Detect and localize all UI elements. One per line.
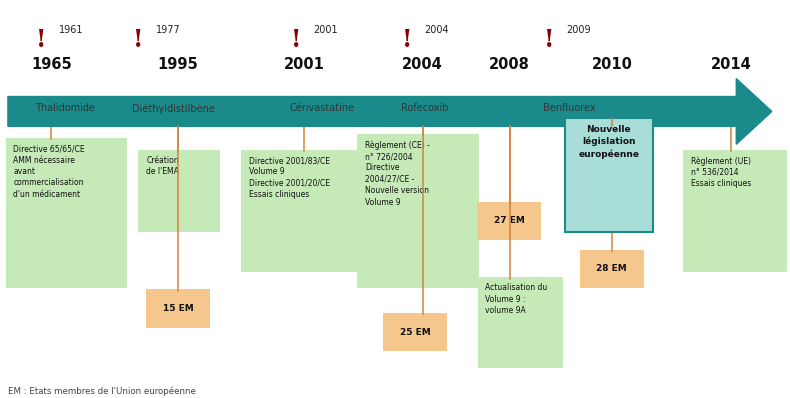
- Text: Rofecoxib: Rofecoxib: [401, 103, 448, 113]
- Text: 2008: 2008: [489, 57, 530, 72]
- FancyBboxPatch shape: [383, 313, 447, 351]
- Text: Directive 2001/83/CE
Volume 9
Directive 2001/20/CE
Essais cliniques: Directive 2001/83/CE Volume 9 Directive …: [249, 156, 330, 199]
- Text: 1961: 1961: [58, 25, 83, 35]
- FancyArrow shape: [8, 79, 772, 144]
- Text: Cérivastatine: Cérivastatine: [290, 103, 355, 113]
- Text: 1977: 1977: [156, 25, 180, 35]
- FancyBboxPatch shape: [477, 202, 541, 240]
- Text: !: !: [133, 28, 144, 52]
- Text: Règlement (CE) -
n° 726/2004
Directive
2004/27/CE -
Nouvelle version
Volume 9: Règlement (CE) - n° 726/2004 Directive 2…: [365, 140, 430, 207]
- FancyBboxPatch shape: [6, 138, 127, 288]
- FancyBboxPatch shape: [478, 277, 562, 367]
- FancyBboxPatch shape: [241, 150, 363, 272]
- Text: 2010: 2010: [592, 57, 633, 72]
- Text: 2004: 2004: [424, 25, 449, 35]
- Text: 25 EM: 25 EM: [400, 328, 431, 337]
- Text: 15 EM: 15 EM: [163, 304, 194, 313]
- Text: EM : Etats membres de l'Union européenne: EM : Etats membres de l'Union européenne: [8, 386, 196, 396]
- Text: 1965: 1965: [31, 57, 72, 72]
- FancyBboxPatch shape: [565, 118, 653, 232]
- Text: 2009: 2009: [566, 25, 591, 35]
- Text: 1995: 1995: [157, 57, 198, 72]
- Text: Benfluorex: Benfluorex: [543, 103, 596, 113]
- Text: 28 EM: 28 EM: [596, 264, 627, 273]
- Text: Nouvelle
législation
européenne: Nouvelle législation européenne: [578, 125, 639, 159]
- Text: Thalidomide: Thalidomide: [35, 103, 95, 113]
- FancyBboxPatch shape: [580, 250, 644, 288]
- Text: Actualisation du
Volume 9 :
volume 9A: Actualisation du Volume 9 : volume 9A: [485, 283, 547, 315]
- Text: 2004: 2004: [402, 57, 443, 72]
- Text: Règlement (UE)
n° 536/2014
Essais cliniques: Règlement (UE) n° 536/2014 Essais cliniq…: [691, 156, 751, 188]
- FancyBboxPatch shape: [357, 134, 479, 288]
- Text: !: !: [291, 28, 302, 52]
- FancyBboxPatch shape: [146, 289, 210, 328]
- Text: Création
de l'EMA: Création de l'EMA: [146, 156, 179, 176]
- Text: 2001: 2001: [314, 25, 338, 35]
- Text: 27 EM: 27 EM: [494, 217, 525, 225]
- Text: Diéthyldistilbène: Diéthyldistilbène: [132, 103, 215, 114]
- Text: 2014: 2014: [710, 57, 751, 72]
- Text: !: !: [544, 28, 555, 52]
- Text: 2001: 2001: [284, 57, 325, 72]
- Text: Directive 65/65/CE
AMM nécessaire
avant
commercialisation
d'un médicament: Directive 65/65/CE AMM nécessaire avant …: [13, 144, 85, 199]
- Text: !: !: [401, 28, 412, 52]
- FancyBboxPatch shape: [138, 150, 220, 232]
- Text: !: !: [36, 28, 47, 52]
- FancyBboxPatch shape: [683, 150, 787, 272]
